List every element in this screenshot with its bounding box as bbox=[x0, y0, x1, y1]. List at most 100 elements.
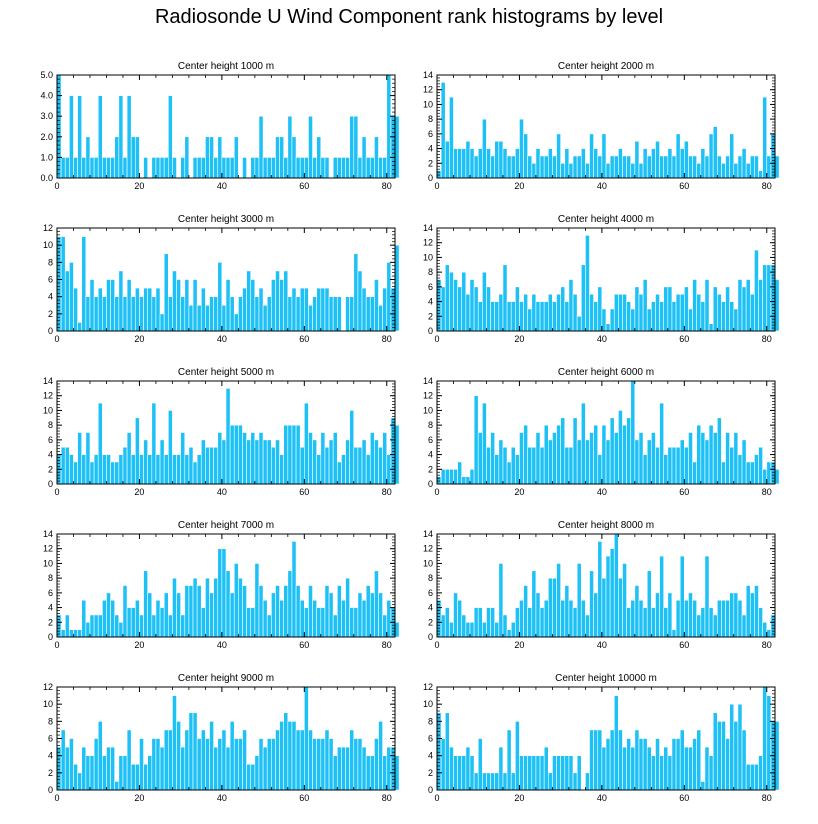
histogram-bar bbox=[287, 721, 293, 791]
histogram-bar bbox=[110, 746, 116, 791]
histogram-bar bbox=[77, 772, 83, 791]
histogram-bar bbox=[81, 157, 87, 179]
histogram-bar bbox=[106, 746, 111, 791]
histogram-bar bbox=[605, 439, 611, 485]
histogram-bar bbox=[349, 410, 355, 485]
histogram-bar bbox=[81, 236, 87, 332]
histogram-bar bbox=[692, 461, 697, 485]
histogram-bar bbox=[758, 755, 763, 791]
y-tick-label: 0 bbox=[48, 326, 53, 336]
y-tick-label: 12 bbox=[43, 682, 53, 692]
histogram-bar bbox=[535, 755, 541, 791]
histogram-bar bbox=[510, 772, 516, 791]
plot-frame bbox=[56, 533, 396, 638]
x-tick-label: 20 bbox=[134, 640, 144, 650]
histogram-bar bbox=[515, 721, 520, 791]
histogram-bar bbox=[328, 592, 334, 638]
x-tick-label: 60 bbox=[299, 640, 309, 650]
y-tick-label: 10 bbox=[423, 99, 433, 109]
histogram-bar bbox=[535, 148, 541, 179]
histogram-bar bbox=[671, 155, 677, 179]
y-tick-label: 2 bbox=[428, 768, 433, 778]
x-tick-label: 40 bbox=[217, 181, 227, 191]
histogram-bar bbox=[741, 614, 747, 638]
y-tick-label: 10 bbox=[423, 699, 433, 709]
histogram-bar bbox=[576, 439, 582, 485]
histogram-bar bbox=[716, 417, 722, 485]
histogram-bar bbox=[365, 585, 371, 638]
histogram-bar bbox=[543, 155, 549, 179]
histogram-bar bbox=[64, 270, 70, 332]
histogram-bar bbox=[167, 614, 173, 638]
histogram-bar bbox=[465, 293, 471, 332]
histogram-bar bbox=[271, 157, 276, 179]
histogram-bar bbox=[506, 155, 512, 179]
histogram-bar bbox=[130, 607, 136, 638]
histogram-bar bbox=[246, 270, 252, 332]
histogram-bar bbox=[527, 308, 533, 332]
histogram-bar bbox=[758, 607, 763, 638]
histogram-bar bbox=[299, 287, 305, 332]
histogram-bar bbox=[688, 308, 693, 332]
histogram-bar bbox=[89, 157, 95, 179]
histogram-bar bbox=[308, 115, 313, 179]
histogram-bar bbox=[729, 446, 735, 485]
histogram-bar bbox=[477, 148, 483, 179]
y-tick-label: 8 bbox=[48, 257, 53, 267]
histogram-bar bbox=[122, 446, 128, 485]
histogram-bar bbox=[679, 729, 685, 791]
histogram-bar bbox=[345, 577, 350, 638]
histogram-bar bbox=[361, 439, 367, 485]
histogram-bar bbox=[539, 301, 545, 332]
histogram-bar bbox=[320, 432, 326, 485]
histogram-bar bbox=[390, 287, 396, 332]
histogram-bar bbox=[667, 148, 673, 179]
histogram-bar bbox=[704, 439, 710, 485]
histogram-bar bbox=[651, 301, 656, 332]
y-tick-label: 6 bbox=[428, 282, 433, 292]
histogram-bar bbox=[64, 746, 70, 791]
histogram-bar bbox=[147, 755, 153, 791]
histogram-bar bbox=[696, 293, 702, 332]
y-tick-label: 2 bbox=[428, 311, 433, 321]
y-tick-label: 10 bbox=[423, 405, 433, 415]
histogram-bar bbox=[622, 424, 627, 485]
histogram-bar bbox=[663, 454, 669, 485]
histogram-bar bbox=[246, 439, 252, 485]
histogram-bar bbox=[684, 286, 689, 332]
y-tick-label: 2 bbox=[428, 464, 433, 474]
histogram-bar bbox=[609, 548, 615, 638]
histogram-bar bbox=[394, 755, 400, 791]
histogram-bar bbox=[609, 155, 615, 179]
histogram-bar bbox=[390, 417, 396, 485]
histogram-bar bbox=[200, 607, 206, 638]
y-tick-label: 2 bbox=[428, 158, 433, 168]
histogram-bar bbox=[69, 95, 74, 179]
histogram-bar bbox=[122, 755, 128, 791]
histogram-bar bbox=[369, 296, 375, 332]
histogram-bar bbox=[73, 629, 78, 638]
histogram-bar bbox=[258, 585, 264, 638]
histogram-bar bbox=[213, 746, 219, 791]
histogram-bar bbox=[217, 136, 223, 179]
histogram-bar bbox=[242, 157, 247, 179]
histogram-bar bbox=[494, 772, 500, 791]
histogram-bar bbox=[283, 270, 289, 332]
x-tick-label: 60 bbox=[679, 640, 689, 650]
histogram-bar bbox=[576, 563, 582, 638]
x-tick-label: 80 bbox=[382, 487, 392, 497]
histogram-bar bbox=[651, 755, 656, 791]
y-tick-label: 2 bbox=[48, 617, 53, 627]
histogram-bar bbox=[564, 755, 570, 791]
histogram-bar bbox=[242, 287, 247, 332]
x-tick-label: 60 bbox=[679, 487, 689, 497]
histogram-bar bbox=[506, 301, 512, 332]
histogram-bar bbox=[572, 155, 578, 179]
histogram-bar bbox=[324, 585, 330, 638]
histogram-bar bbox=[684, 140, 689, 179]
x-tick-label: 60 bbox=[299, 793, 309, 803]
histogram-bar bbox=[704, 746, 710, 791]
histogram-bar bbox=[85, 296, 91, 332]
histogram-bar bbox=[102, 454, 107, 485]
y-tick-label: 12 bbox=[423, 682, 433, 692]
